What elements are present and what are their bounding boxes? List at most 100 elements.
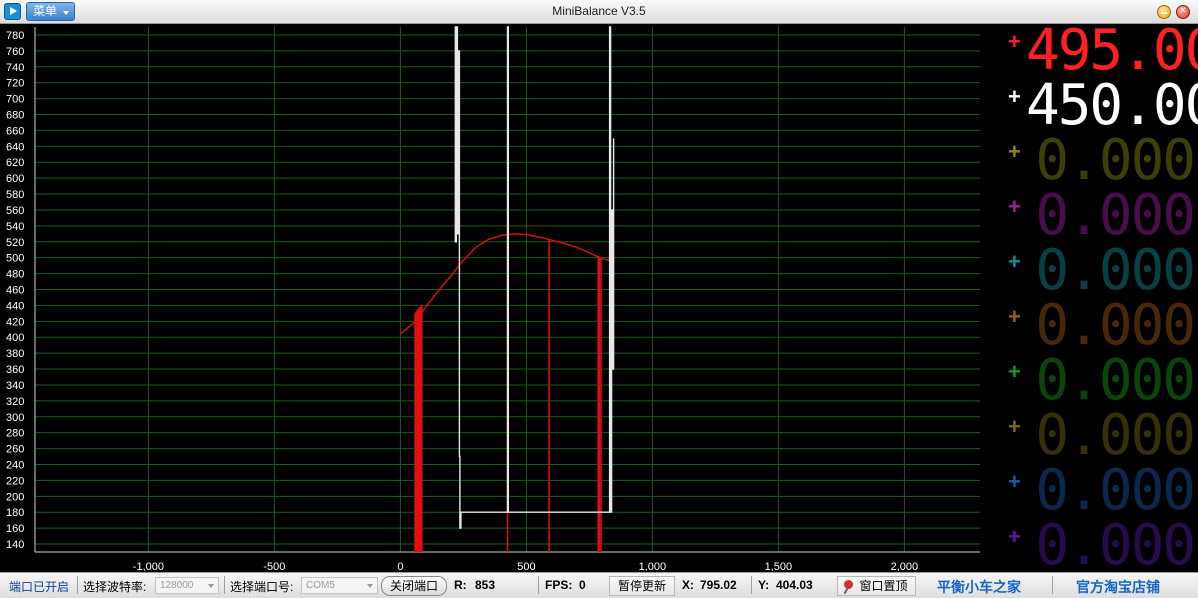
y-tick-label: 180 — [6, 507, 24, 519]
app-icon[interactable] — [4, 3, 21, 20]
close-button[interactable] — [1176, 3, 1190, 19]
y-tick-label: 780 — [6, 30, 24, 42]
y-tick-label: 660 — [6, 125, 24, 137]
waveform-chart[interactable]: 140 160 180 200 220 240 260 280 300 320 340 360 380 4… — [0, 25, 1000, 571]
fps-label: FPS: — [545, 578, 573, 592]
y-tick-label: 760 — [6, 46, 24, 58]
x-tick-label: 1,000 — [639, 561, 667, 571]
x-tick-label: -500 — [263, 561, 285, 571]
y-tick-label: 560 — [6, 205, 24, 217]
divider — [1052, 576, 1053, 594]
link-balance-car-home[interactable]: 平衡小车之家 — [937, 579, 1021, 595]
chevron-down-icon — [63, 11, 69, 15]
plus-icon[interactable]: + — [1008, 414, 1021, 439]
channel-value: 0.000 — [1035, 348, 1196, 413]
y-tick-label: 320 — [6, 396, 24, 408]
r-value: 853 — [475, 578, 496, 592]
y-tick-label: 260 — [6, 444, 24, 456]
channel-readout: +450.000 — [1000, 73, 1198, 138]
y-tick-label: 160 — [6, 523, 24, 535]
plus-icon[interactable]: + — [1008, 194, 1021, 219]
pin-window-button[interactable]: 窗口置顶 — [837, 576, 916, 596]
status-bar: 端口已开启 选择波特率: 128000 选择端口号: COM5 关闭端口 R: … — [0, 572, 1198, 598]
minimize-button[interactable] — [1157, 5, 1171, 19]
channel-readout: +0.000 — [1000, 298, 1198, 356]
x-value: 795.02 — [700, 578, 737, 592]
channel-value: 0.000 — [1035, 238, 1196, 303]
y-tick-label: 640 — [6, 141, 24, 153]
baud-select-value: 128000 — [160, 580, 194, 591]
channel-value: 0.000 — [1035, 458, 1196, 523]
y-tick-label: 200 — [6, 491, 24, 503]
channel-readout: +0.000 — [1000, 348, 1198, 413]
plus-icon[interactable]: + — [1008, 304, 1021, 329]
title-bar: 菜单 MiniBalance V3.5 — [0, 0, 1198, 24]
x-tick-label: 1,500 — [765, 561, 793, 571]
divider — [751, 576, 752, 594]
y-label: Y: — [758, 578, 770, 592]
y-tick-label: 700 — [6, 94, 24, 106]
plus-icon[interactable]: + — [1008, 84, 1021, 109]
y-value: 404.03 — [776, 578, 813, 592]
plus-icon[interactable]: + — [1008, 139, 1021, 164]
channel-readout: +0.000 — [1000, 133, 1198, 191]
plus-icon[interactable]: + — [1008, 469, 1021, 494]
channel-readout: +0.000 — [1000, 403, 1198, 468]
y-tick-label: 600 — [6, 173, 24, 185]
channel-value: 0.000 — [1035, 403, 1196, 468]
y-tick-label: 540 — [6, 221, 24, 233]
pin-window-label: 窗口置顶 — [859, 579, 908, 593]
x-label: X: — [682, 578, 694, 592]
channel-value: 495.000 — [1026, 18, 1198, 83]
baud-select[interactable]: 128000 — [155, 577, 219, 594]
y-tick-label: 400 — [6, 332, 24, 344]
port-select-value: COM5 — [306, 580, 335, 591]
chevron-down-icon — [367, 584, 373, 588]
y-tick-label: 520 — [6, 237, 24, 249]
y-tick-label: 440 — [6, 300, 24, 312]
y-tick-label: 740 — [6, 62, 24, 74]
plus-icon[interactable]: + — [1008, 29, 1021, 54]
menu-button[interactable]: 菜单 — [26, 2, 75, 21]
port-status: 端口已开启 — [9, 580, 70, 594]
channel-value: 0.000 — [1035, 513, 1196, 578]
port-select[interactable]: COM5 — [301, 577, 378, 594]
channel-readout: +495.000 — [1000, 18, 1198, 83]
y-tick-label: 620 — [6, 157, 24, 169]
series-line-1 — [454, 26, 615, 529]
pause-update-button[interactable]: 暂停更新 — [609, 576, 675, 596]
plot-area[interactable]: 140 160 180 200 220 240 260 280 300 320 340 360 380 4… — [0, 25, 1000, 571]
pin-icon — [844, 580, 853, 589]
fps-value: 0 — [579, 578, 586, 592]
y-tick-label: 680 — [6, 110, 24, 122]
channel-readout: +0.000 — [1000, 238, 1198, 303]
y-tick-label: 220 — [6, 475, 24, 487]
divider — [538, 576, 539, 594]
y-tick-label: 240 — [6, 460, 24, 472]
y-tick-label: 460 — [6, 285, 24, 297]
channel-readout: +0.000 — [1000, 458, 1198, 523]
x-tick-label: -1,000 — [133, 561, 164, 571]
y-tick-label: 360 — [6, 364, 24, 376]
channel-readout: +0.000 — [1000, 188, 1198, 246]
plus-icon[interactable]: + — [1008, 524, 1021, 549]
channel-readouts: +495.000+450.000+0.000+0.000+0.000+0.000… — [1000, 18, 1198, 578]
y-tick-label: 300 — [6, 412, 24, 424]
chevron-down-icon — [208, 584, 214, 588]
divider — [224, 576, 225, 594]
y-tick-label: 340 — [6, 380, 24, 392]
x-tick-label: 2,000 — [891, 561, 919, 571]
x-tick-label: 500 — [517, 561, 535, 571]
y-tick-label: 280 — [6, 428, 24, 440]
baud-label: 选择波特率: — [83, 580, 147, 594]
plus-icon[interactable]: + — [1008, 249, 1021, 274]
link-taobao-shop[interactable]: 官方淘宝店铺 — [1076, 579, 1160, 595]
close-port-button[interactable]: 关闭端口 — [381, 576, 447, 596]
y-tick-label: 420 — [6, 316, 24, 328]
window-title: MiniBalance V3.5 — [552, 4, 646, 18]
plus-icon[interactable]: + — [1008, 359, 1021, 384]
r-label: R: — [454, 578, 467, 592]
y-tick-label: 580 — [6, 189, 24, 201]
channel-value: 450.000 — [1026, 73, 1198, 138]
y-tick-label: 380 — [6, 348, 24, 360]
